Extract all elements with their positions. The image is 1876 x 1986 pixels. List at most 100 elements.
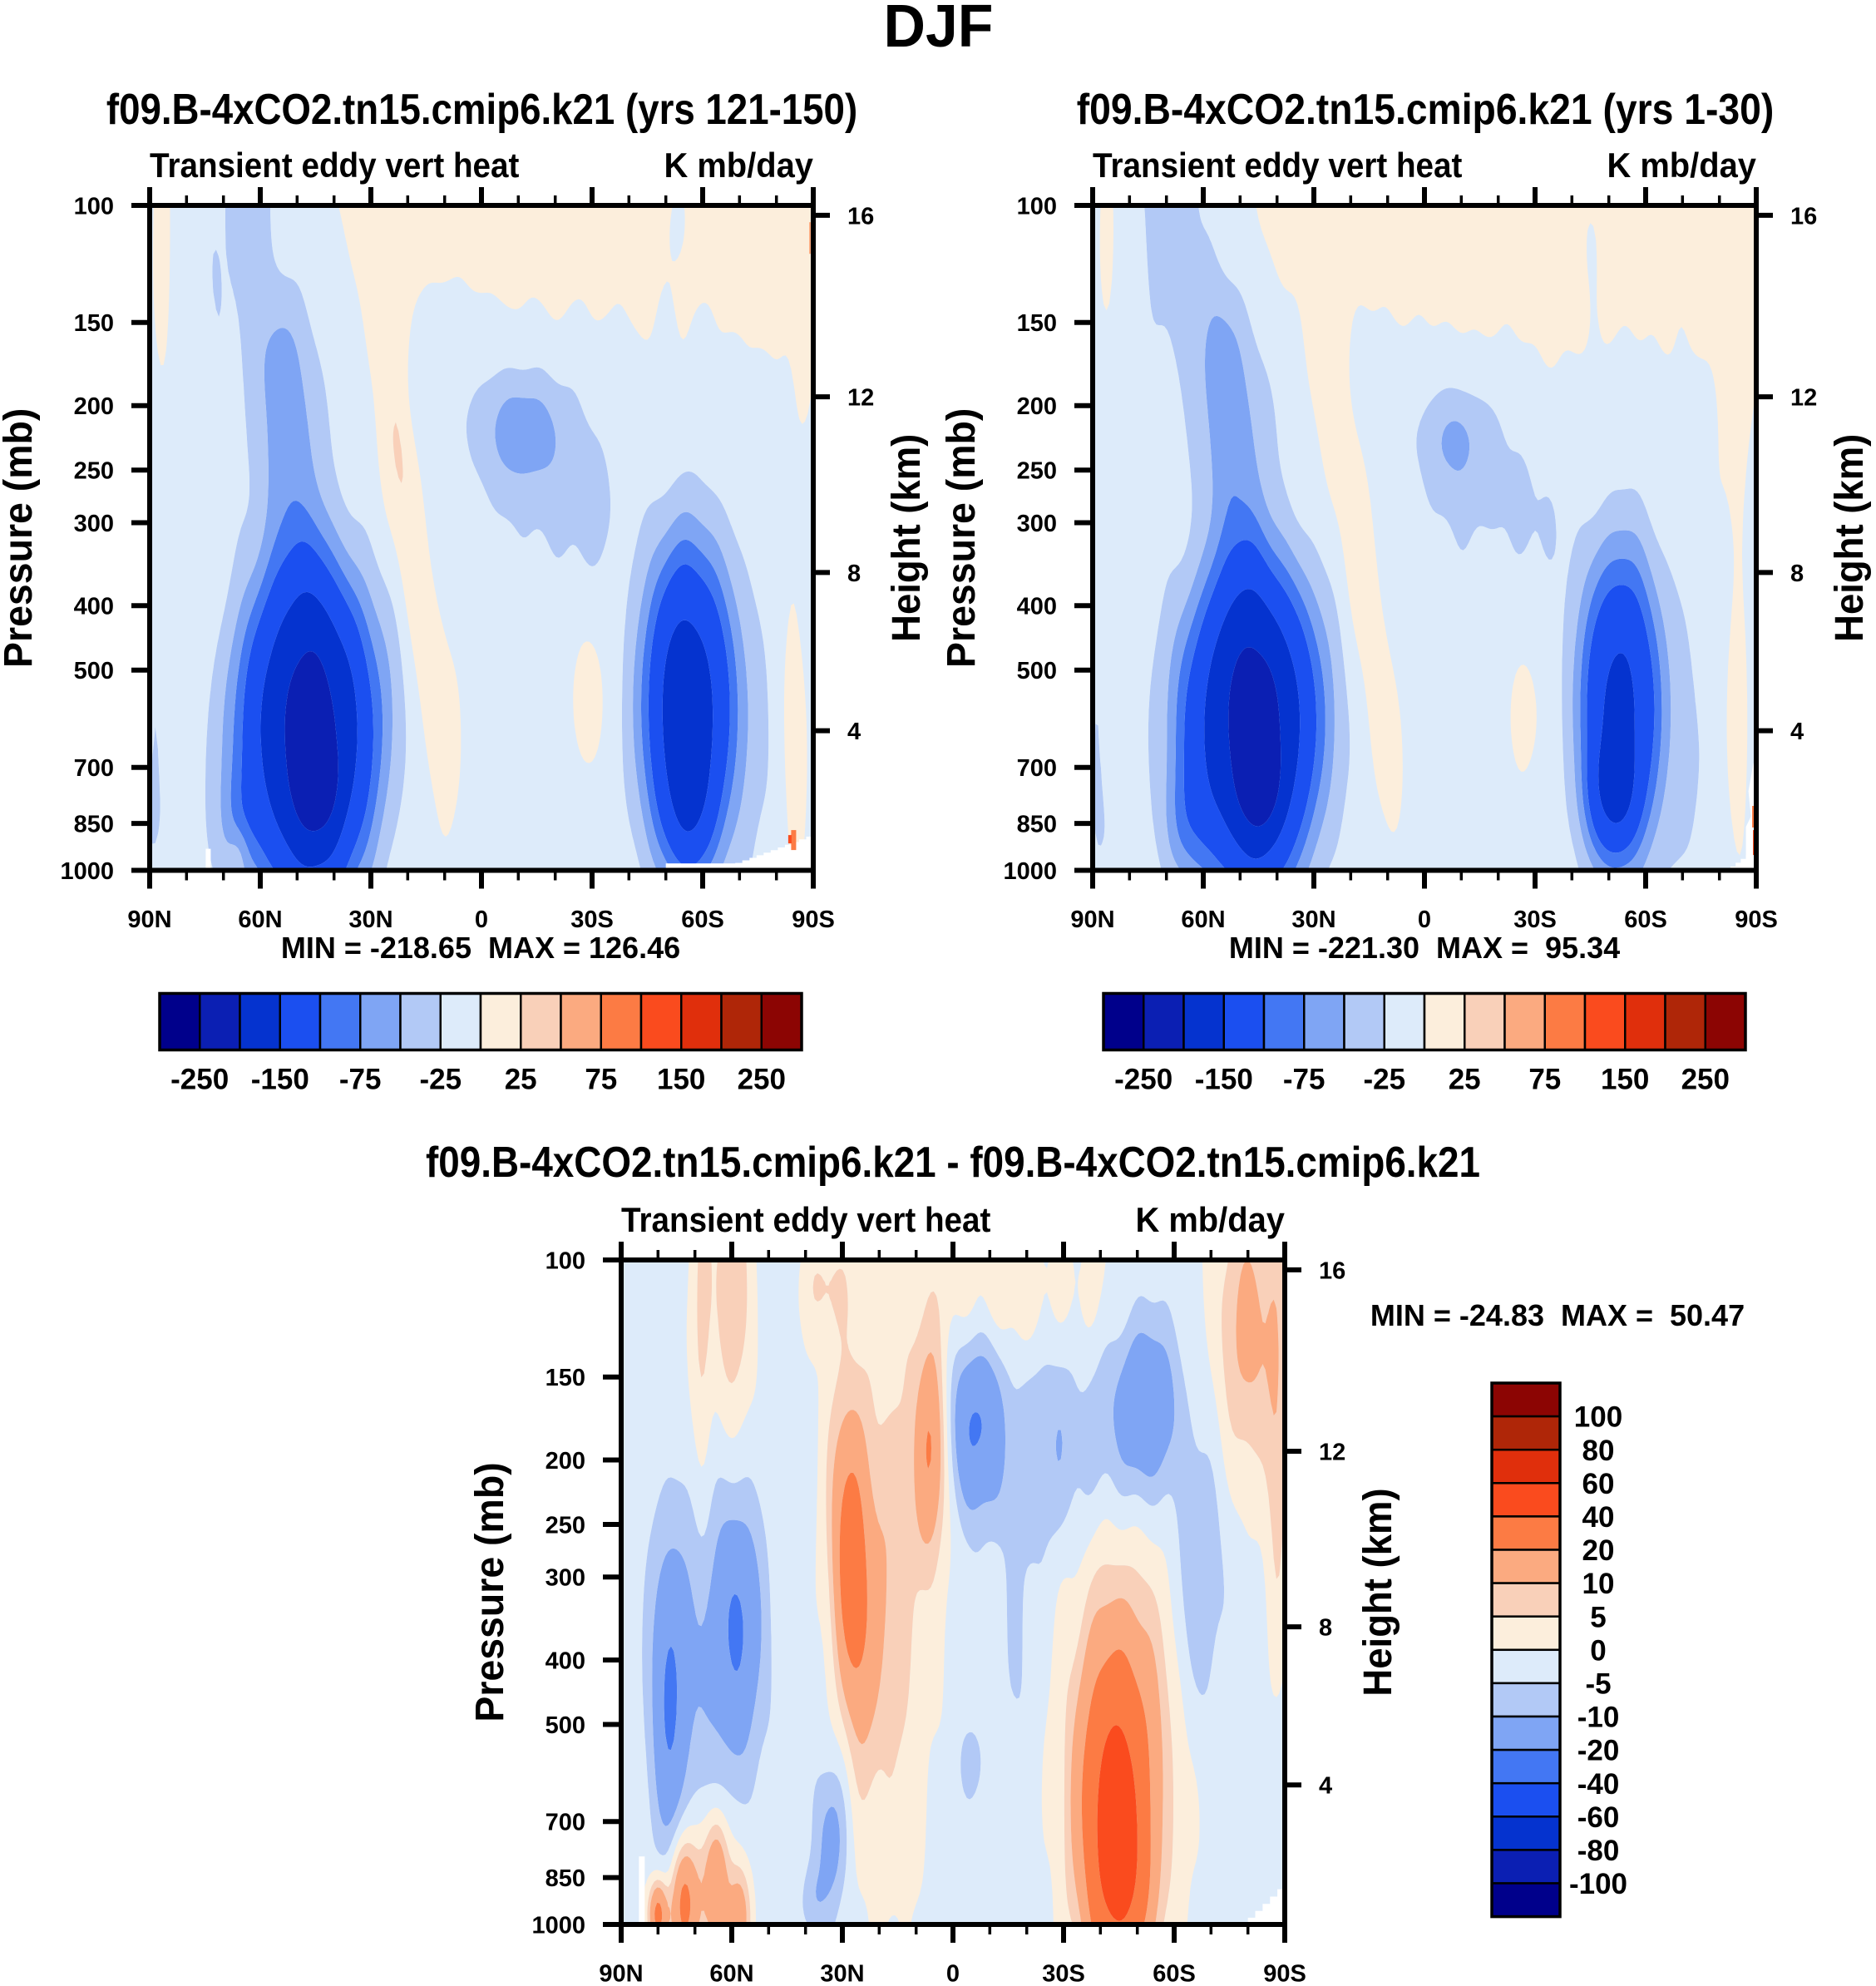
svg-text:250: 250 — [738, 1064, 786, 1096]
svg-text:30S: 30S — [570, 907, 614, 933]
svg-text:90N: 90N — [1070, 907, 1114, 933]
svg-text:-150: -150 — [251, 1064, 309, 1096]
svg-text:Transient eddy vert heat: Transient eddy vert heat — [150, 145, 519, 185]
svg-text:150: 150 — [1601, 1064, 1649, 1096]
svg-text:Pressure (mb): Pressure (mb) — [467, 1462, 512, 1722]
svg-text:60N: 60N — [238, 907, 282, 933]
svg-text:8: 8 — [847, 561, 861, 587]
svg-text:-20: -20 — [1577, 1735, 1620, 1767]
svg-text:400: 400 — [74, 594, 114, 620]
svg-text:25: 25 — [505, 1064, 537, 1096]
svg-text:f09.B-4xCO2.tn15.cmip6.k21 (yr: f09.B-4xCO2.tn15.cmip6.k21 (yrs 1-30) — [1077, 86, 1775, 134]
svg-text:1000: 1000 — [531, 1912, 585, 1939]
svg-text:-250: -250 — [1114, 1064, 1172, 1096]
svg-text:K mb/day: K mb/day — [1607, 146, 1756, 185]
svg-text:5: 5 — [1590, 1601, 1606, 1633]
svg-text:DJF: DJF — [884, 0, 994, 60]
svg-text:80: 80 — [1582, 1435, 1615, 1467]
svg-text:90S: 90S — [1735, 907, 1778, 933]
svg-text:4: 4 — [1790, 719, 1804, 745]
svg-text:500: 500 — [546, 1712, 585, 1739]
svg-text:300: 300 — [546, 1565, 585, 1592]
svg-text:200: 200 — [546, 1448, 585, 1475]
svg-text:Height (km): Height (km) — [1827, 434, 1871, 642]
svg-text:30S: 30S — [1513, 907, 1557, 933]
svg-text:30S: 30S — [1042, 1960, 1085, 1982]
svg-text:Transient eddy vert heat: Transient eddy vert heat — [1093, 145, 1462, 185]
svg-text:K mb/day: K mb/day — [664, 146, 813, 185]
svg-text:200: 200 — [74, 393, 114, 420]
svg-text:f09.B-4xCO2.tn15.cmip6.k21 - f: f09.B-4xCO2.tn15.cmip6.k21 - f09.B-4xCO2… — [426, 1139, 1480, 1186]
svg-text:60N: 60N — [709, 1960, 753, 1982]
svg-text:16: 16 — [1319, 1257, 1345, 1284]
svg-text:8: 8 — [1790, 561, 1804, 587]
svg-text:100: 100 — [546, 1247, 585, 1274]
svg-text:100: 100 — [74, 193, 114, 220]
svg-text:700: 700 — [546, 1810, 585, 1836]
svg-text:MIN = -218.65 MAX = 126.46: MIN = -218.65 MAX = 126.46 — [281, 931, 680, 965]
svg-text:20: 20 — [1582, 1534, 1615, 1567]
svg-text:-75: -75 — [1283, 1064, 1326, 1096]
svg-text:850: 850 — [546, 1865, 585, 1892]
svg-text:100: 100 — [1574, 1401, 1622, 1434]
svg-text:12: 12 — [1319, 1439, 1345, 1465]
svg-text:300: 300 — [74, 511, 114, 537]
svg-text:Pressure (mb): Pressure (mb) — [939, 408, 984, 668]
svg-text:0: 0 — [1418, 907, 1431, 933]
svg-text:700: 700 — [74, 755, 114, 782]
svg-text:250: 250 — [546, 1512, 585, 1539]
svg-text:60S: 60S — [1624, 907, 1667, 933]
svg-text:-80: -80 — [1577, 1835, 1620, 1867]
svg-text:-5: -5 — [1585, 1668, 1611, 1701]
svg-text:-250: -250 — [170, 1064, 229, 1096]
svg-text:Transient eddy vert heat: Transient eddy vert heat — [621, 1199, 990, 1239]
svg-text:MIN = -24.83 MAX = 50.47: MIN = -24.83 MAX = 50.47 — [1370, 1298, 1745, 1332]
svg-text:0: 0 — [946, 1960, 960, 1982]
svg-text:850: 850 — [1017, 812, 1057, 838]
svg-text:Height (km): Height (km) — [1355, 1488, 1400, 1696]
svg-text:-60: -60 — [1577, 1801, 1620, 1834]
svg-text:90S: 90S — [792, 907, 835, 933]
svg-text:1000: 1000 — [60, 858, 114, 885]
svg-text:250: 250 — [1017, 458, 1057, 485]
svg-text:4: 4 — [1319, 1773, 1332, 1800]
svg-text:200: 200 — [1017, 393, 1057, 420]
svg-text:30N: 30N — [1291, 907, 1335, 933]
svg-text:500: 500 — [1017, 658, 1057, 684]
svg-text:-25: -25 — [420, 1064, 462, 1096]
svg-text:40: 40 — [1582, 1501, 1615, 1534]
svg-text:850: 850 — [74, 812, 114, 838]
svg-text:-150: -150 — [1195, 1064, 1253, 1096]
svg-text:100: 100 — [1017, 193, 1057, 220]
svg-text:4: 4 — [847, 719, 861, 745]
svg-text:1000: 1000 — [1003, 858, 1057, 885]
svg-text:Pressure (mb): Pressure (mb) — [0, 408, 41, 668]
svg-text:12: 12 — [847, 385, 874, 412]
svg-text:16: 16 — [1790, 203, 1817, 230]
svg-text:Height (km): Height (km) — [884, 434, 928, 642]
svg-text:16: 16 — [847, 203, 874, 230]
svg-text:10: 10 — [1582, 1568, 1615, 1600]
svg-text:75: 75 — [585, 1064, 617, 1096]
svg-text:f09.B-4xCO2.tn15.cmip6.k21 (yr: f09.B-4xCO2.tn15.cmip6.k21 (yrs 121-150) — [106, 86, 857, 133]
svg-text:400: 400 — [1017, 594, 1057, 620]
svg-text:30N: 30N — [820, 1960, 864, 1982]
svg-text:150: 150 — [74, 310, 114, 337]
svg-text:-10: -10 — [1577, 1702, 1620, 1734]
svg-text:12: 12 — [1790, 385, 1817, 412]
svg-text:60S: 60S — [681, 907, 724, 933]
svg-text:400: 400 — [546, 1648, 585, 1674]
svg-text:MIN = -221.30 MAX = 95.34: MIN = -221.30 MAX = 95.34 — [1229, 931, 1620, 965]
svg-text:250: 250 — [74, 458, 114, 485]
svg-text:30N: 30N — [348, 907, 392, 933]
svg-text:25: 25 — [1449, 1064, 1481, 1096]
svg-text:150: 150 — [1017, 310, 1057, 337]
svg-text:-100: -100 — [1569, 1868, 1627, 1900]
svg-text:90N: 90N — [127, 907, 171, 933]
svg-text:150: 150 — [657, 1064, 705, 1096]
svg-text:60S: 60S — [1153, 1960, 1196, 1982]
svg-text:0: 0 — [1590, 1634, 1606, 1667]
svg-text:500: 500 — [74, 658, 114, 684]
svg-text:K mb/day: K mb/day — [1135, 1200, 1285, 1239]
svg-text:90N: 90N — [599, 1960, 643, 1982]
